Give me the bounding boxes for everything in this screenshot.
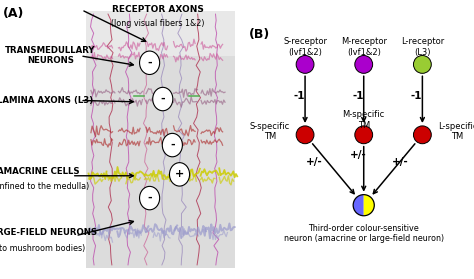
Text: (to mushroom bodies): (to mushroom bodies) bbox=[0, 244, 85, 253]
Text: LARGE-FIELD NEURONS: LARGE-FIELD NEURONS bbox=[0, 229, 97, 237]
Text: -1: -1 bbox=[293, 91, 305, 101]
Text: +/-: +/- bbox=[392, 157, 409, 167]
Bar bbox=[86, 11, 235, 56]
Text: -1: -1 bbox=[352, 91, 364, 101]
Text: +/-: +/- bbox=[306, 157, 323, 167]
Circle shape bbox=[296, 126, 314, 144]
Text: +: + bbox=[175, 169, 184, 179]
Text: AMACRINE CELLS: AMACRINE CELLS bbox=[0, 167, 80, 176]
Wedge shape bbox=[353, 195, 364, 216]
Text: (confined to the medulla): (confined to the medulla) bbox=[0, 182, 90, 191]
Text: -: - bbox=[147, 58, 152, 68]
Circle shape bbox=[170, 163, 190, 186]
Bar bbox=[86, 11, 235, 268]
Circle shape bbox=[139, 51, 160, 74]
Text: (A): (A) bbox=[2, 7, 24, 20]
Text: L-receptor
(L3): L-receptor (L3) bbox=[401, 37, 444, 57]
Text: S-receptor
(lvf1&2): S-receptor (lvf1&2) bbox=[283, 37, 327, 57]
Text: -: - bbox=[147, 193, 152, 203]
Text: Third-order colour-sensitive
neuron (amacrine or large-field neuron): Third-order colour-sensitive neuron (ama… bbox=[283, 224, 444, 243]
Text: TRANSMEDULLARY
NEURONS: TRANSMEDULLARY NEURONS bbox=[5, 46, 96, 66]
Circle shape bbox=[139, 186, 160, 210]
Circle shape bbox=[162, 133, 182, 157]
Text: -: - bbox=[170, 140, 174, 150]
Circle shape bbox=[296, 56, 314, 73]
Circle shape bbox=[355, 56, 373, 73]
Wedge shape bbox=[364, 195, 374, 216]
Circle shape bbox=[413, 126, 431, 144]
Text: +/-: +/- bbox=[349, 150, 366, 160]
Text: M-specific
TM: M-specific TM bbox=[343, 110, 385, 129]
Circle shape bbox=[153, 87, 173, 111]
Circle shape bbox=[413, 56, 431, 73]
Text: (long visual fibers 1&2): (long visual fibers 1&2) bbox=[111, 19, 205, 28]
Circle shape bbox=[355, 126, 373, 144]
Text: L-specific
TM: L-specific TM bbox=[438, 122, 474, 141]
Text: S-specific
TM: S-specific TM bbox=[250, 122, 290, 141]
Text: -: - bbox=[161, 94, 165, 104]
Text: (B): (B) bbox=[249, 28, 270, 41]
Text: M-receptor
(lvf1&2): M-receptor (lvf1&2) bbox=[341, 37, 387, 57]
Text: LAMINA AXONS (L3): LAMINA AXONS (L3) bbox=[0, 96, 93, 105]
Text: -1: -1 bbox=[411, 91, 422, 101]
Text: RECEPTOR AXONS: RECEPTOR AXONS bbox=[112, 5, 204, 14]
